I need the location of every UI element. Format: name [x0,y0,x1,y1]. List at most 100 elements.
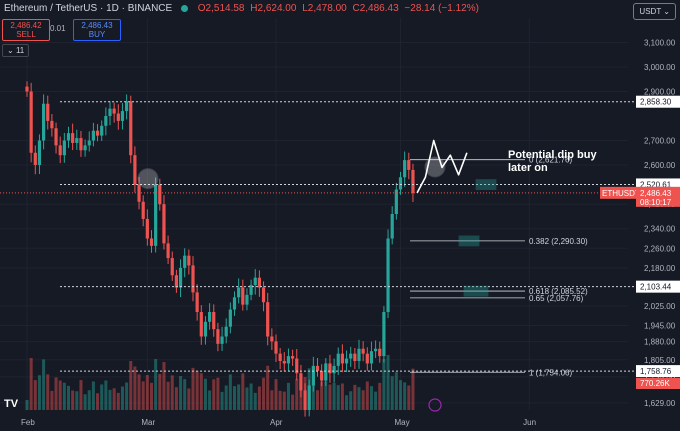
candle-body[interactable] [220,336,224,344]
candle-body[interactable] [303,390,307,410]
buy-button[interactable]: 2,486.43 BUY [73,19,121,41]
candle-body[interactable] [42,103,46,141]
indicators-toggle[interactable]: ⌄ 11 [2,44,30,57]
candle-body[interactable] [195,292,199,312]
candle-body[interactable] [108,108,112,116]
candle-body[interactable] [378,348,382,357]
buy-zone-box[interactable] [458,235,480,247]
candle-body[interactable] [228,309,232,327]
candle-body[interactable] [224,326,228,337]
candle-body[interactable] [361,348,365,354]
candle-body[interactable] [374,348,378,352]
candle-body[interactable] [232,297,237,310]
candle-body[interactable] [216,329,220,344]
candle-body[interactable] [83,145,87,151]
candle-body[interactable] [37,140,42,166]
candle-body[interactable] [116,113,120,121]
candle-body[interactable] [369,351,374,364]
candle-body[interactable] [390,214,394,239]
candle-body[interactable] [66,133,71,141]
candle-body[interactable] [129,101,133,156]
candle-body[interactable] [365,353,369,364]
candle-body[interactable] [270,336,274,342]
candle-body[interactable] [29,91,33,153]
candle-body[interactable] [112,108,116,114]
candle-body[interactable] [191,265,195,293]
candle-body[interactable] [241,287,245,305]
candle-body[interactable] [261,287,266,303]
candle-body[interactable] [158,184,162,205]
candle-body[interactable] [79,138,83,151]
candle-body[interactable] [166,243,170,259]
candle-body[interactable] [398,177,403,190]
candle-body[interactable] [162,204,166,244]
candle-body[interactable] [332,365,336,374]
candle-body[interactable] [212,312,216,330]
candle-body[interactable] [249,285,253,295]
candle-body[interactable] [257,277,261,288]
candle-body[interactable] [324,363,328,381]
candle-body[interactable] [315,365,320,371]
candle-body[interactable] [170,258,174,276]
candle-body[interactable] [344,358,349,364]
replay-icon[interactable] [428,398,442,412]
candle-body[interactable] [62,140,66,156]
candle-body[interactable] [187,255,191,266]
candle-body[interactable] [50,120,54,129]
candle-body[interactable] [100,125,104,136]
candle-body[interactable] [353,353,357,361]
candle-body[interactable] [394,189,398,215]
candle-body[interactable] [75,138,79,143]
candle-body[interactable] [253,277,257,286]
candle-body[interactable] [154,184,158,246]
sell-button[interactable]: 2,486.42 SELL [2,19,50,41]
candle-body[interactable] [133,155,137,185]
candle-body[interactable] [411,169,415,193]
candle-body[interactable] [208,312,212,322]
candle-body[interactable] [245,294,249,305]
candle-body[interactable] [286,356,291,364]
candle-body[interactable] [299,373,303,391]
candle-body[interactable] [199,312,203,337]
candle-body[interactable] [282,361,286,364]
candle-body[interactable] [340,353,344,364]
candle-body[interactable] [91,130,95,141]
candle-body[interactable] [25,86,29,92]
buy-zone-box[interactable] [475,179,497,191]
candle-body[interactable] [311,365,315,386]
candle-body[interactable] [274,341,278,354]
candle-body[interactable] [174,275,178,288]
symbol-title[interactable]: Ethereum / TetherUS · 1D · BINANCE [4,3,173,14]
candle-body[interactable] [137,184,141,202]
candle-body[interactable] [104,116,108,126]
candle-body[interactable] [386,238,390,313]
candle-body[interactable] [46,103,50,121]
candle-body[interactable] [125,101,129,112]
candle-body[interactable] [382,312,386,357]
candle-body[interactable] [149,238,154,246]
candle-body[interactable] [120,111,125,121]
currency-selector[interactable]: USDT ⌄ [633,3,676,20]
candle-body[interactable] [328,363,332,374]
candle-body[interactable] [71,133,75,143]
candle-body[interactable] [141,201,145,219]
candle-body[interactable] [203,321,208,337]
candle-body[interactable] [87,140,91,146]
candle-body[interactable] [349,353,353,359]
candle-body[interactable] [295,358,299,374]
candle-body[interactable] [237,287,241,298]
buy-zone-box[interactable] [463,285,489,297]
candle-body[interactable] [266,302,270,337]
candle-body[interactable] [403,160,407,178]
candle-body[interactable] [95,130,100,136]
candle-body[interactable] [278,353,282,361]
candle-body[interactable] [336,353,340,366]
candle-body[interactable] [407,160,411,170]
candle-body[interactable] [54,128,58,146]
candle-body[interactable] [145,218,149,239]
candle-body[interactable] [291,356,295,359]
candle-body[interactable] [178,267,183,288]
candle-body[interactable] [357,348,361,361]
